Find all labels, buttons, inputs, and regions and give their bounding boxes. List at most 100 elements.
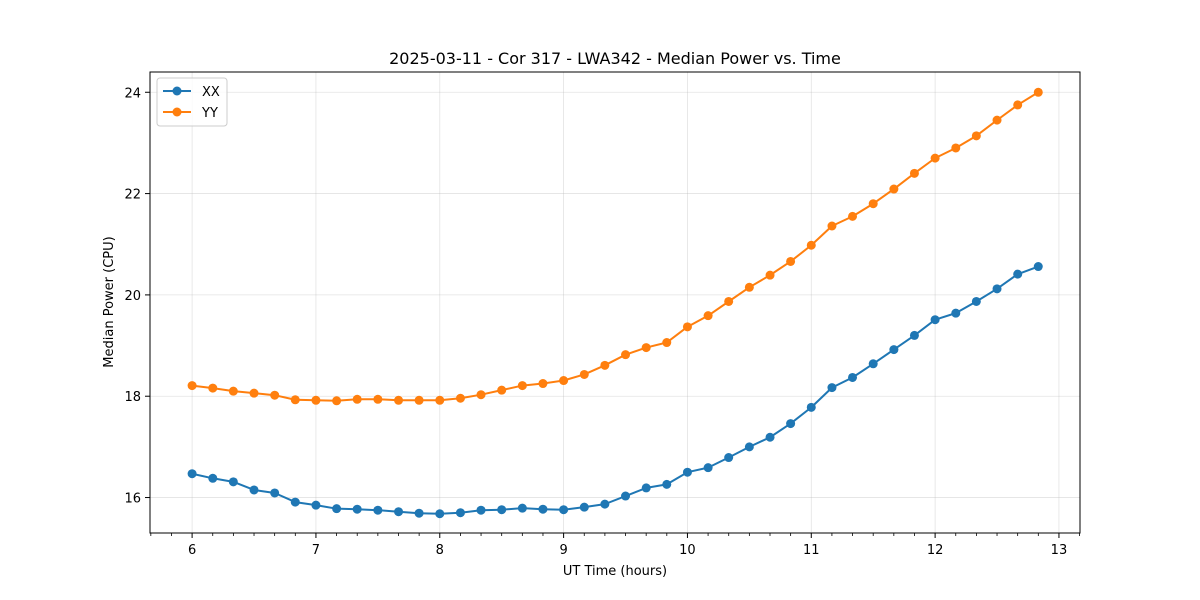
- data-point-xx: [971, 296, 981, 306]
- y-axis-label: Median Power (CPU): [102, 236, 117, 367]
- data-point-yy: [971, 131, 981, 141]
- data-point-xx: [373, 505, 383, 515]
- x-tick-label: 11: [803, 543, 820, 558]
- x-tick-label: 7: [312, 543, 320, 558]
- data-point-xx: [786, 419, 796, 429]
- data-point-yy: [497, 385, 507, 395]
- y-tick-label: 22: [124, 188, 141, 203]
- data-point-yy: [992, 115, 1002, 125]
- data-point-xx: [951, 308, 961, 318]
- data-point-xx: [1033, 262, 1043, 272]
- data-point-yy: [249, 388, 259, 398]
- data-point-xx: [208, 473, 218, 483]
- data-point-xx: [868, 359, 878, 369]
- x-tick-label: 10: [679, 543, 696, 558]
- data-point-yy: [332, 396, 342, 406]
- data-point-xx: [909, 330, 919, 340]
- data-point-yy: [848, 211, 858, 221]
- data-point-yy: [476, 390, 486, 400]
- series-line-yy: [191, 91, 1039, 402]
- data-point-xx: [703, 463, 713, 473]
- data-point-yy: [930, 153, 940, 163]
- legend-label-xx: XX: [202, 85, 220, 100]
- data-point-xx: [579, 502, 589, 512]
- data-point-xx: [806, 402, 816, 412]
- data-point-yy: [1033, 87, 1043, 97]
- data-point-yy: [889, 184, 899, 194]
- data-point-yy: [290, 395, 300, 405]
- data-point-yy: [765, 270, 775, 280]
- grid: [150, 72, 1080, 533]
- data-point-xx: [744, 442, 754, 452]
- legend-label-yy: YY: [201, 106, 218, 121]
- x-tick-label: 9: [559, 543, 567, 558]
- axes: 6 7 8 9 10 11 12 13 16 18 20 22 24: [124, 86, 1080, 558]
- data-point-yy: [538, 379, 548, 389]
- data-point-yy: [414, 395, 424, 405]
- data-point-xx: [455, 508, 465, 518]
- data-point-yy: [435, 395, 445, 405]
- data-point-xx: [290, 497, 300, 507]
- data-point-xx: [559, 505, 569, 515]
- y-tick-label: 24: [124, 86, 141, 101]
- data-point-xx: [724, 453, 734, 463]
- series-line-xx: [191, 265, 1039, 515]
- data-point-yy: [311, 395, 321, 405]
- data-point-xx: [228, 477, 238, 487]
- series-layer: [187, 87, 1043, 519]
- data-point-xx: [992, 284, 1002, 294]
- data-point-xx: [848, 372, 858, 382]
- data-point-xx: [497, 505, 507, 515]
- y-tick-label: 18: [124, 390, 141, 405]
- data-point-yy: [703, 311, 713, 321]
- data-point-xx: [889, 345, 899, 355]
- data-point-yy: [208, 383, 218, 393]
- data-point-xx: [930, 315, 940, 325]
- data-point-yy: [786, 256, 796, 266]
- data-point-xx: [600, 499, 610, 509]
- data-point-yy: [806, 240, 816, 250]
- data-point-yy: [682, 322, 692, 332]
- data-point-yy: [270, 390, 280, 400]
- data-point-yy: [600, 360, 610, 370]
- data-point-xx: [476, 505, 486, 515]
- y-tick-label: 16: [124, 492, 141, 507]
- data-point-yy: [641, 343, 651, 353]
- data-point-xx: [1013, 269, 1023, 279]
- data-point-xx: [765, 432, 775, 442]
- data-point-xx: [621, 491, 631, 501]
- data-point-xx: [332, 504, 342, 514]
- data-point-yy: [455, 393, 465, 403]
- data-point-xx: [394, 507, 404, 517]
- data-point-yy: [559, 376, 569, 386]
- data-point-yy: [868, 199, 878, 209]
- data-point-yy: [662, 338, 672, 348]
- data-point-yy: [724, 296, 734, 306]
- x-tick-label: 13: [1051, 543, 1068, 558]
- data-point-yy: [228, 386, 238, 396]
- data-point-xx: [682, 467, 692, 477]
- data-point-xx: [311, 500, 321, 510]
- data-point-xx: [538, 504, 548, 514]
- data-point-xx: [641, 483, 651, 493]
- data-point-xx: [352, 504, 362, 514]
- data-point-yy: [1013, 100, 1023, 110]
- legend: XX YY: [156, 77, 228, 127]
- data-point-xx: [517, 503, 527, 513]
- x-axis-label: UT Time (hours): [563, 564, 667, 579]
- data-point-xx: [414, 508, 424, 518]
- data-point-xx: [187, 469, 197, 479]
- data-point-xx: [662, 479, 672, 489]
- data-point-xx: [270, 488, 280, 498]
- x-tick-label: 12: [927, 543, 944, 558]
- data-point-yy: [517, 381, 527, 391]
- chart-title: 2025-03-11 - Cor 317 - LWA342 - Median P…: [389, 49, 841, 68]
- data-point-yy: [394, 395, 404, 405]
- data-point-xx: [435, 509, 445, 519]
- data-point-xx: [827, 383, 837, 393]
- data-point-yy: [951, 143, 961, 153]
- legend-marker-xx: [172, 86, 182, 96]
- data-point-yy: [621, 350, 631, 360]
